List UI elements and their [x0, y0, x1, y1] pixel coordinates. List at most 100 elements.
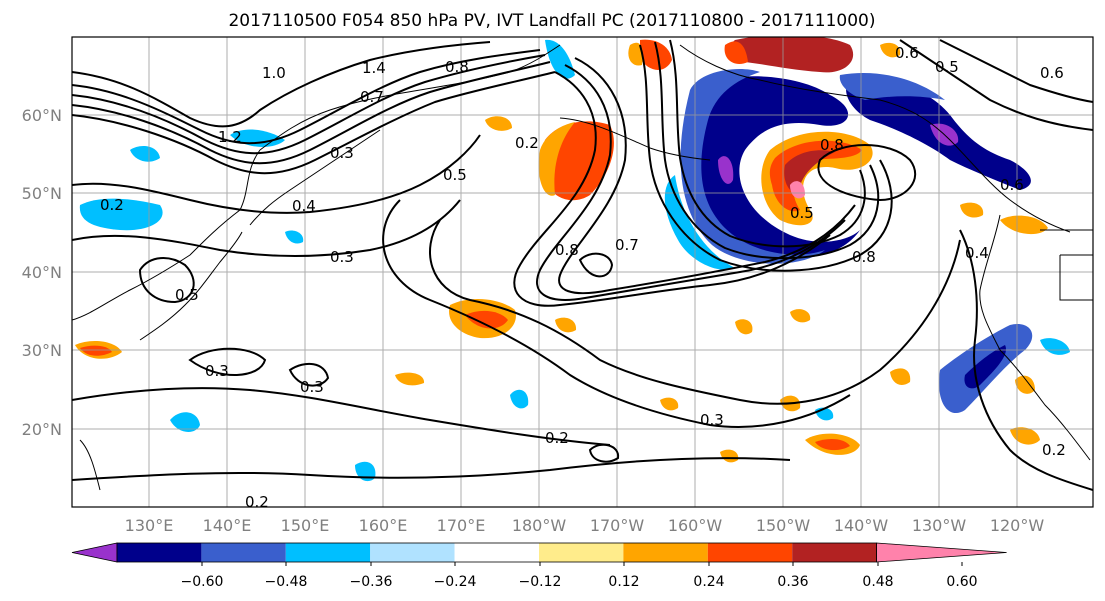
colorbar-segment	[370, 543, 455, 562]
colorbar-tick-label: 0.24	[693, 574, 724, 590]
shade-negative-east-vortex-edge	[664, 175, 735, 270]
contour-south-2	[382, 199, 851, 428]
lon-label: 170°E	[437, 516, 486, 535]
map-frame	[71, 36, 1094, 508]
colorbar: −0.60 −0.48 −0.36 −0.24 −0.12 0.12 0.24 …	[71, 542, 1007, 590]
contour-south-4	[72, 457, 791, 481]
contour-south-1	[429, 219, 961, 405]
shade-negative-gulf-band-rim	[839, 72, 945, 100]
lon-label: 130°W	[912, 516, 967, 535]
shade-positive-se-5	[890, 368, 911, 385]
colorbar-segment	[117, 543, 202, 562]
contour-label: 0.8	[820, 136, 844, 154]
state-border-2	[1059, 254, 1093, 301]
contour-south-3	[72, 387, 611, 446]
contour-label: 0.6	[1000, 176, 1024, 194]
contour-label: 0.4	[965, 244, 989, 262]
colorbar-tick-label: 0.60	[946, 574, 977, 590]
lon-label: 150°W	[756, 516, 811, 535]
contour-trough-3	[669, 39, 866, 248]
shade-positive-se-7	[960, 202, 984, 218]
colorbar-tick-label: 0.36	[777, 574, 808, 590]
contour-label: 1.2	[218, 128, 242, 146]
contour-label: 0.5	[935, 58, 959, 76]
colorbar-ticks	[201, 562, 963, 566]
shade-positive-se-3	[1015, 375, 1035, 394]
coastline-alaska	[679, 44, 1071, 233]
contour-ring-se	[288, 362, 330, 387]
lat-label: 50°N	[22, 184, 62, 203]
map-panel: 1.0 1.4 1.2 0.8 0.7 0.3 0.5 0.2 0.4 0.3 …	[71, 36, 1094, 508]
contour-ring-central	[578, 252, 614, 278]
colorbar-extend-min	[71, 542, 118, 563]
contour-label: 0.6	[895, 44, 919, 62]
shade-positive-central-pacific-core	[465, 310, 508, 329]
shade-positive-small-2	[485, 116, 512, 131]
contour-east-1	[899, 39, 1093, 131]
contour-west-2	[72, 199, 461, 257]
contour-jet-4	[72, 71, 556, 175]
lat-label: 60°N	[22, 106, 62, 125]
colorbar-segment	[285, 543, 371, 562]
lat-label: 40°N	[22, 263, 62, 282]
contour-label: 0.3	[700, 411, 724, 429]
colorbar-segment	[707, 543, 793, 562]
contour-label: 0.2	[515, 134, 539, 152]
shade-negative-east-vortex	[696, 76, 860, 259]
contour-ring-sw	[588, 443, 620, 463]
contour-ridge-3	[558, 57, 856, 295]
colorbar-segment	[792, 543, 877, 562]
contour-labels: 1.0 1.4 1.2 0.8 0.7 0.3 0.5 0.2 0.4 0.3 …	[100, 44, 1066, 507]
contour-label: 1.4	[362, 59, 386, 77]
colorbar-tick-label: −0.12	[519, 574, 562, 590]
shade-positive-small-8	[880, 42, 901, 58]
longitude-labels: 130°E 140°E 150°E 160°E 170°E 180°W 170°…	[125, 516, 1045, 535]
contour-trough-1	[639, 44, 893, 272]
colorbar-tick-label: −0.48	[265, 574, 308, 590]
lon-label: 170°W	[590, 516, 645, 535]
contour-ridge-1	[513, 71, 831, 307]
contour-label: 0.5	[790, 204, 814, 222]
lon-label: 160°W	[668, 516, 723, 535]
lon-label: 140°E	[203, 516, 252, 535]
shade-positive-small-5	[735, 319, 753, 335]
lon-label: 130°E	[125, 516, 174, 535]
contour-east-3	[959, 229, 1093, 491]
contour-label: 0.7	[360, 88, 384, 106]
latitude-labels: 60°N 50°N 40°N 30°N 20°N	[22, 106, 62, 439]
contour-trough-2	[654, 41, 880, 260]
contour-label: 0.2	[545, 429, 569, 447]
colorbar-segment	[454, 543, 539, 562]
contour-label: 0.5	[443, 166, 467, 184]
coastline-north-america	[979, 214, 1091, 461]
shade-positive-small-7	[790, 309, 811, 323]
contour-label: 0.7	[615, 236, 639, 254]
contour-east-2	[939, 39, 1093, 103]
shade-negative-west-pacific	[79, 198, 163, 231]
shade-positive-small-6	[720, 449, 739, 463]
shade-negative-small-6	[1040, 338, 1070, 355]
contour-label: 1.0	[262, 64, 286, 82]
shade-negative-small-7	[285, 230, 304, 244]
pv-shading-layer	[75, 37, 1070, 482]
colorbar-tick-label: −0.60	[181, 574, 224, 590]
contour-low-west	[138, 257, 195, 304]
contour-label: 0.8	[445, 58, 469, 76]
shade-negative-small-1	[170, 412, 200, 432]
shade-positive-aleutian-top-rim	[628, 42, 643, 66]
coastlines	[72, 44, 1093, 491]
lon-label: 160°E	[359, 516, 408, 535]
colorbar-tick-label: 0.48	[862, 574, 893, 590]
shade-positive-alaska-top-rim	[724, 41, 748, 65]
lat-label: 30°N	[22, 341, 62, 360]
shade-positive-small-4	[660, 397, 679, 411]
shade-negative-small-5	[130, 146, 160, 162]
lon-label: 140°W	[834, 516, 889, 535]
shade-positive-small-3	[555, 317, 577, 333]
shade-negative-small-3	[510, 389, 529, 409]
colorbar-segment	[539, 543, 624, 562]
colorbar-segments	[71, 542, 1007, 563]
colorbar-tick-label: 0.12	[608, 574, 639, 590]
lat-label: 20°N	[22, 420, 62, 439]
contour-label: 0.5	[175, 286, 199, 304]
